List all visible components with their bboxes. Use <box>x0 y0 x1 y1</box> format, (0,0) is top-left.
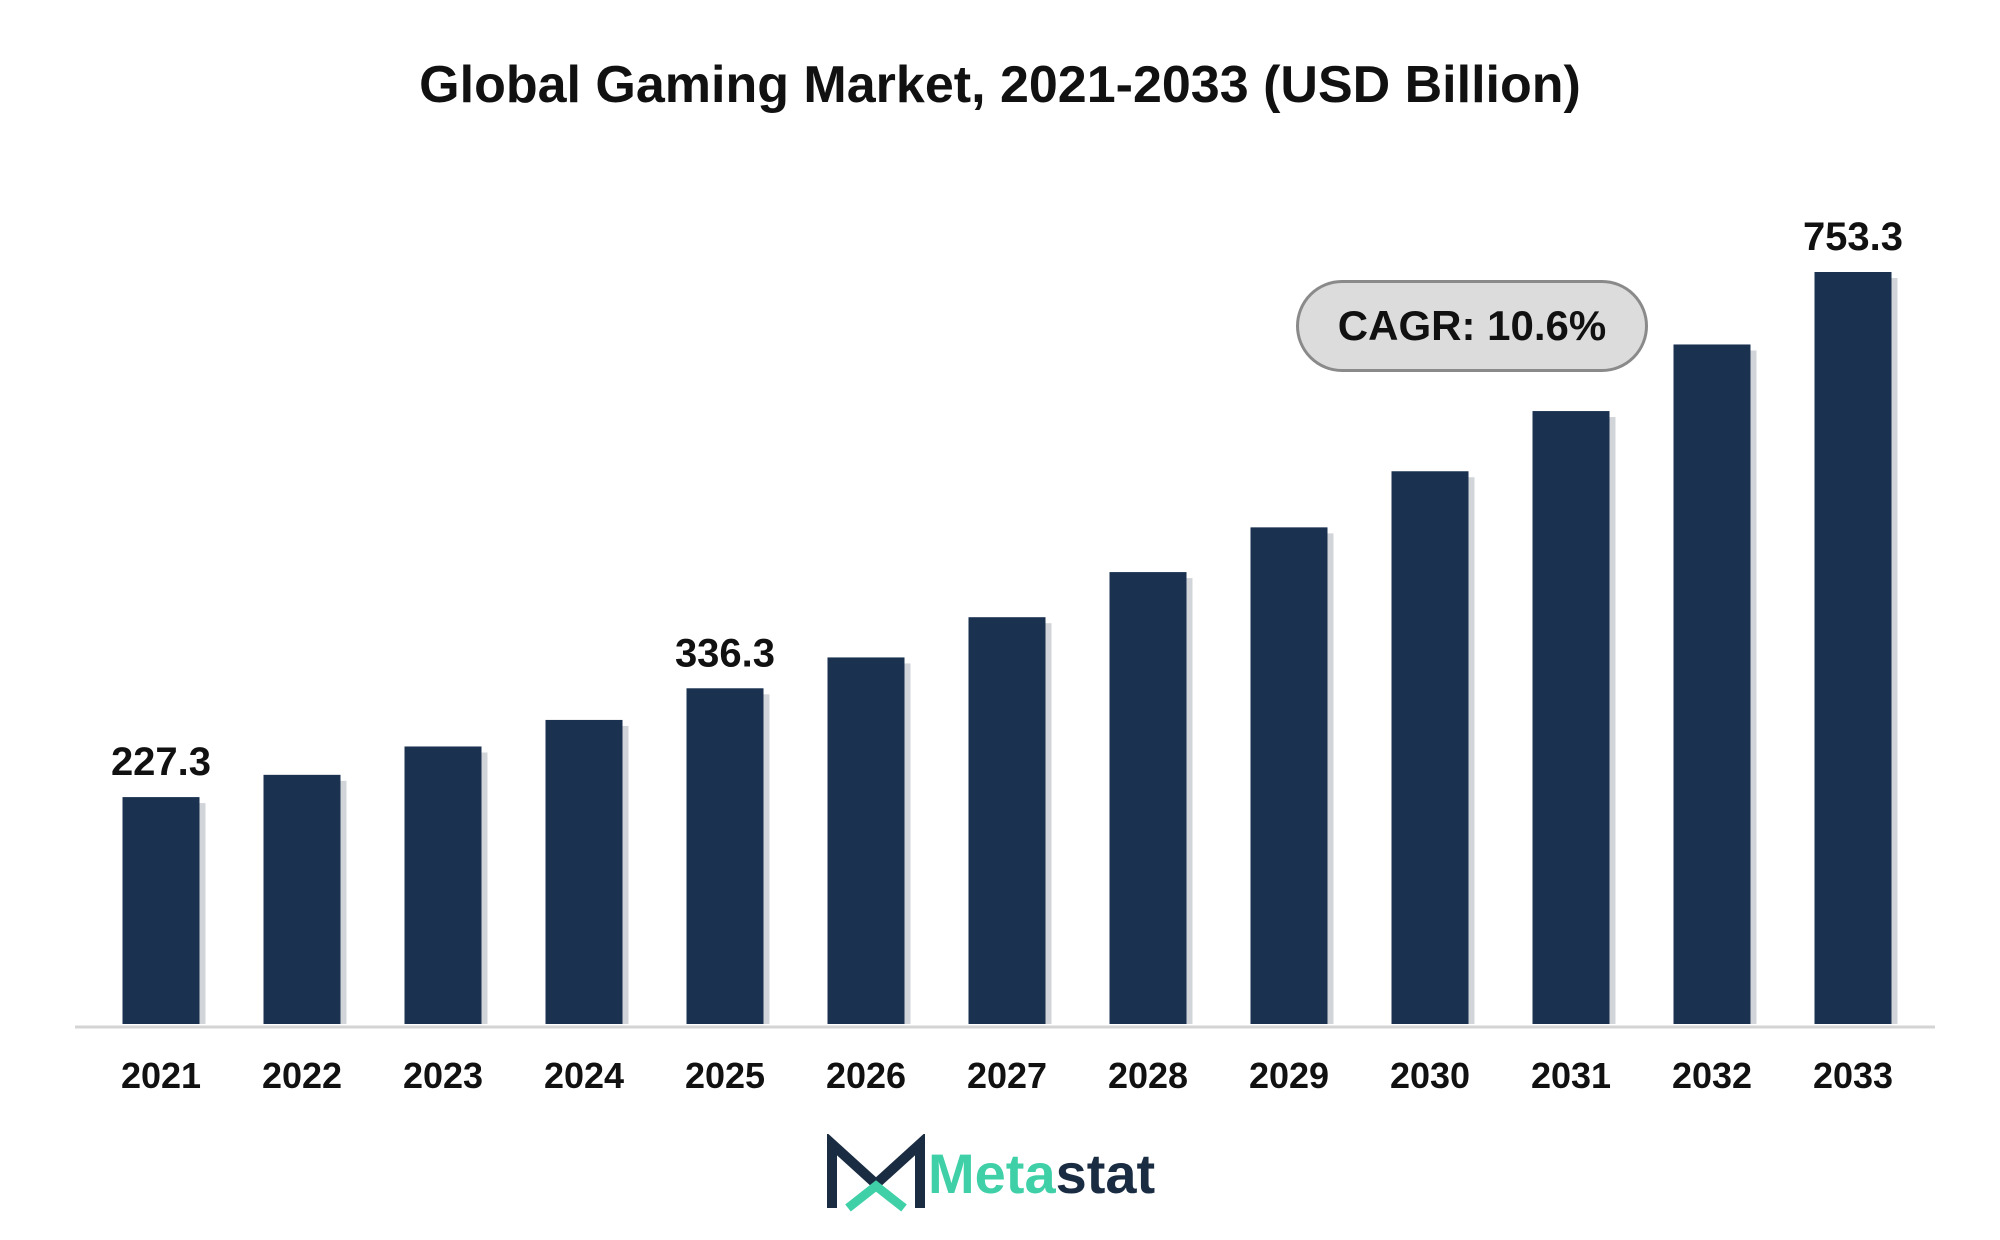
bar-2023 <box>404 746 482 1024</box>
x-tick-label-2024: 2024 <box>544 1055 624 1096</box>
data-label-2033: 753.3 <box>1803 215 1903 259</box>
bar-2029 <box>1250 527 1328 1024</box>
bar-2026 <box>827 657 905 1024</box>
bar-2021 <box>122 797 200 1024</box>
x-tick-label-2026: 2026 <box>826 1055 906 1096</box>
x-tick-label-2033: 2033 <box>1813 1055 1893 1096</box>
x-tick-label-2023: 2023 <box>403 1055 483 1096</box>
x-tick-label-2032: 2032 <box>1672 1055 1752 1096</box>
x-tick-label-2025: 2025 <box>685 1055 765 1096</box>
data-label-2025: 336.3 <box>675 631 775 675</box>
x-tick-label-2031: 2031 <box>1531 1055 1611 1096</box>
bar-2022 <box>263 774 341 1024</box>
x-tick-label-2029: 2029 <box>1249 1055 1329 1096</box>
cagr-text: CAGR: 10.6% <box>1337 302 1607 349</box>
bar-2032 <box>1673 344 1751 1024</box>
x-tick-label-2021: 2021 <box>121 1055 201 1096</box>
brand-name-part2: stat <box>1055 1142 1156 1205</box>
bar-2028 <box>1109 572 1187 1024</box>
bar-2033 <box>1814 272 1892 1024</box>
x-tick-label-2022: 2022 <box>262 1055 342 1096</box>
x-tick-label-2030: 2030 <box>1390 1055 1470 1096</box>
data-label-2021: 227.3 <box>111 740 211 784</box>
bar-2024 <box>545 719 623 1024</box>
brand-logo: Metastat <box>826 1134 1155 1214</box>
x-axis-tick-labels: 2021 2022 2023 2024 2025 2026 2027 2028 2029 2030… <box>121 1055 1893 1096</box>
bar-2031 <box>1532 411 1610 1025</box>
bar-2027 <box>968 617 1046 1024</box>
m-logo-icon <box>827 1134 925 1212</box>
brand-name-part1: Meta <box>928 1142 1056 1205</box>
brand-name: Metastat <box>928 1134 1155 1214</box>
data-labels: 227.3 336.3 753.3 <box>111 215 1903 784</box>
cagr-badge: CAGR: 10.6% <box>1296 280 1648 372</box>
bars <box>122 272 1892 1025</box>
x-tick-label-2027: 2027 <box>967 1055 1047 1096</box>
chart-title: Global Gaming Market, 2021-2033 (USD Bil… <box>419 56 1581 114</box>
bar-2025 <box>686 688 764 1024</box>
bar-2030 <box>1391 471 1469 1024</box>
x-tick-label-2028: 2028 <box>1108 1055 1188 1096</box>
